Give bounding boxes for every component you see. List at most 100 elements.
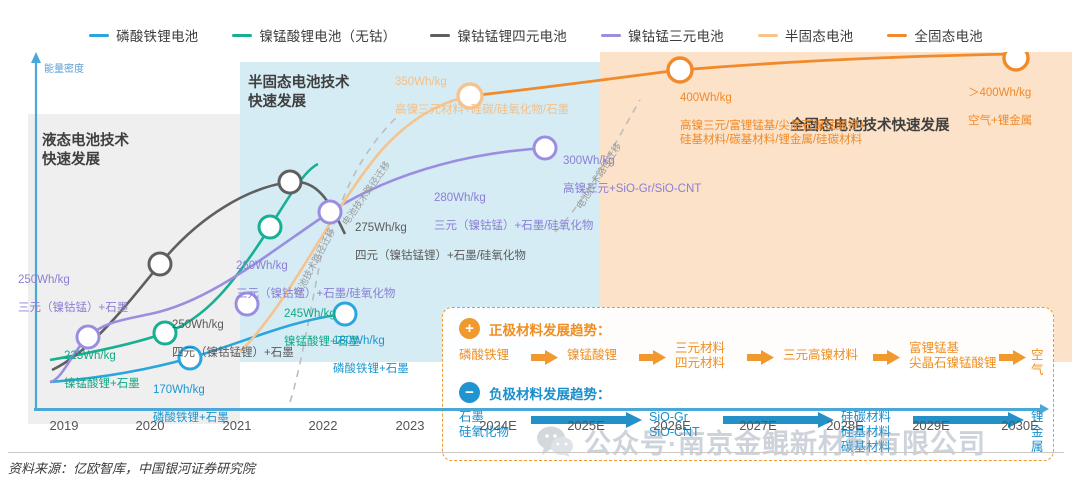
- anode-header: − 负极材料发展趋势：: [459, 382, 611, 403]
- point-label-ncm-260: 260Wh/kg 三元（镍钴锰）+石墨/硅氧化物: [236, 245, 395, 301]
- chart-curves: [31, 52, 1030, 408]
- anode-title: 负极材料发展趋势：: [489, 386, 611, 402]
- legend-swatch-lfp: [89, 33, 110, 37]
- legend-item-lfp: 磷酸铁锂电池: [89, 25, 198, 45]
- band-label-liquid: 液态电池技术 快速发展: [42, 133, 129, 168]
- legend-item-semi-solid: 半固态电池: [757, 25, 854, 45]
- legend-label-ncm: 镍钴锰三元电池: [627, 29, 724, 44]
- legend-label-quaternary: 镍钴锰锂四元电池: [457, 29, 567, 44]
- x-tick-2026E: 2026E: [653, 418, 691, 433]
- anode-step-1: 石墨 硅氧化物: [459, 410, 510, 439]
- point-desc-ncm-260: 三元（镍钴锰）+石墨/硅氧化物: [236, 288, 396, 300]
- band-label-semi-solid: 半固态电池技术 快速发展: [248, 75, 350, 110]
- x-tick-2021: 2021: [222, 418, 252, 433]
- point-desc-ncm-300: 高镍三元+SiO-Gr/SiO-CNT: [563, 183, 702, 195]
- anode-arrow-2: [723, 412, 834, 428]
- chart-plot-area: 液态电池技术 快速发展 半固态电池技术 快速发展 全固态电池技术快速发展 能量密…: [0, 52, 1072, 461]
- cathode-step-2: 镍锰酸锂: [567, 348, 618, 362]
- x-tick-2020: 2020: [135, 418, 165, 433]
- legend-item-quaternary: 镍钴锰锂四元电池: [430, 25, 567, 45]
- x-tick-2022: 2022: [308, 418, 338, 433]
- point-label-semi-350: 350Wh/kg 高镍三元材料+硅碳/硅氧化物/石墨: [395, 61, 569, 117]
- anode-step-4: 锂金属: [1031, 410, 1044, 454]
- legend-label-lnmo: 镍锰酸锂电池（无钴）: [259, 29, 397, 44]
- legend-swatch-all-solid: [887, 33, 908, 37]
- cathode-arrow-5: [999, 350, 1026, 365]
- legend-label-semi-solid: 半固态电池: [784, 29, 854, 44]
- point-label-lnmo-225: 225Wh/kg 镍锰酸锂+石墨: [64, 335, 140, 391]
- point-label-solid-400: 400Wh/kg 高镍三元/富锂锰基/尖晶石镍锰酸锂+ 硅基材料/碳基材料/锂金…: [680, 77, 866, 147]
- cathode-step-1: 磷酸铁锂: [459, 348, 510, 362]
- cathode-arrow-1: [531, 350, 558, 365]
- point-label-ncm-250: 250Wh/kg 三元（镍钴锰）+石墨: [18, 259, 128, 315]
- cathode-header: + 正极材料发展趋势：: [459, 318, 611, 339]
- legend-label-all-solid: 全固态电池: [914, 29, 983, 44]
- legend-swatch-semi-solid: [757, 33, 778, 37]
- point-desc-semi-350: 高镍三元材料+硅碳/硅氧化物/石墨: [395, 104, 570, 116]
- point-value-lfp-170: 170Wh/kg: [153, 384, 205, 396]
- point-desc-solid-400plus: 空气+锂金属: [968, 115, 1033, 127]
- point-value-ncm-300: 300Wh/kg: [563, 155, 615, 167]
- point-label-quad-250: 250Wh/kg 四元（镍钴锰锂）+石墨: [172, 304, 294, 360]
- point-value-solid-400plus: ＞400Wh/kg: [968, 87, 1032, 99]
- point-value-lfp-180: 180Wh/kg: [333, 335, 385, 347]
- cathode-step-4: 三元高镍材料: [783, 348, 859, 362]
- anode-step-2: SiO-Gr SiO-CNT: [649, 410, 700, 439]
- point-label-lfp-180: 180Wh/kg 磷酸铁锂+石墨: [333, 320, 409, 376]
- x-tick-2019: 2019: [49, 418, 79, 433]
- point-desc-solid-400: 高镍三元/富锂锰基/尖晶石镍锰酸锂+ 硅基材料/碳基材料/锂金属/硅碳材料: [680, 120, 866, 146]
- point-value-ncm-250: 250Wh/kg: [18, 274, 70, 286]
- point-label-ncm-300: 300Wh/kg 高镍三元+SiO-Gr/SiO-CNT: [563, 140, 701, 196]
- x-axis-ticks: 2019 2020 2021 2022 2023 2024E 2025E 202…: [0, 418, 1072, 438]
- point-value-quad-275: 275Wh/kg: [355, 222, 407, 234]
- point-label-quad-275: 275Wh/kg 四元（镍钴锰锂）+石墨/硅氧化物: [355, 207, 526, 263]
- point-value-semi-350: 350Wh/kg: [395, 76, 447, 88]
- point-value-ncm-260: 260Wh/kg: [236, 260, 288, 272]
- legend-label-lfp: 磷酸铁锂电池: [116, 29, 199, 44]
- x-axis-arrow-icon: [1040, 404, 1049, 414]
- plus-icon: +: [459, 318, 480, 339]
- legend-item-ncm: 镍钴锰三元电池: [600, 25, 724, 45]
- legend-swatch-quaternary: [430, 33, 451, 37]
- legend-item-all-solid: 全固态电池: [887, 25, 983, 45]
- cathode-arrow-2: [639, 350, 666, 365]
- point-value-solid-400: 400Wh/kg: [680, 92, 732, 104]
- point-value-lnmo-245: 245Wh/kg: [284, 308, 336, 320]
- cathode-title: 正极材料发展趋势：: [489, 322, 611, 338]
- point-desc-ncm-250: 三元（镍钴锰）+石墨: [18, 302, 129, 314]
- band-label-all-solid: 全固态电池技术快速发展: [790, 118, 950, 134]
- x-tick-2024E: 2024E: [479, 418, 517, 433]
- point-label-solid-400plus: ＞400Wh/kg 空气+锂金属: [968, 72, 1032, 128]
- cathode-step-3: 三元材料 四元材料: [675, 341, 726, 370]
- point-label-lfp-170: 170Wh/kg 磷酸铁锂+石墨: [153, 369, 229, 425]
- point-value-lnmo-225: 225Wh/kg: [64, 350, 116, 362]
- cathode-arrow-4: [873, 350, 900, 365]
- x-tick-2028E: 2028E: [826, 418, 864, 433]
- y-axis-label: 能量密度: [44, 64, 84, 75]
- chart-legend: 磷酸铁锂电池 镍锰酸锂电池（无钴） 镍钴锰锂四元电池 镍钴锰三元电池 半固态电池…: [0, 22, 1072, 48]
- point-desc-quad-250: 四元（镍钴锰锂）+石墨: [172, 347, 294, 359]
- point-desc-lfp-170: 磷酸铁锂+石墨: [153, 412, 229, 424]
- x-tick-2027E: 2027E: [739, 418, 777, 433]
- x-axis-line: [34, 408, 1042, 411]
- cathode-arrow-3: [747, 350, 774, 365]
- x-tick-2023: 2023: [395, 418, 425, 433]
- source-note: 资料来源：亿欧智库，中国银河证券研究院: [8, 461, 256, 476]
- anode-arrow-1: [531, 412, 642, 428]
- footer-divider: [8, 452, 1064, 453]
- point-desc-ncm-280: 三元（镍钴锰）+石墨/硅氧化物: [434, 220, 594, 232]
- legend-swatch-lnmo: [232, 33, 253, 37]
- material-trend-box: + 正极材料发展趋势： 磷酸铁锂 镍锰酸锂 三元材料 四元材料 三元高镍材料 富…: [442, 307, 1054, 461]
- minus-icon: −: [459, 382, 480, 403]
- anode-step-3: 硅碳材料 硅基材料 碳基材料: [841, 410, 892, 454]
- x-tick-2030E: 2030E: [1001, 418, 1039, 433]
- x-tick-2029E: 2029E: [912, 418, 950, 433]
- x-tick-2025E: 2025E: [567, 418, 605, 433]
- cathode-step-6: 空气: [1031, 348, 1044, 377]
- point-label-ncm-280: 280Wh/kg 三元（镍钴锰）+石墨/硅氧化物: [434, 177, 593, 233]
- point-value-ncm-280: 280Wh/kg: [434, 192, 486, 204]
- point-value-quad-250: 250Wh/kg: [172, 319, 224, 331]
- point-label-lnmo-245: 245Wh/kg 镍锰酸锂+石墨: [284, 293, 360, 349]
- point-desc-quad-275: 四元（镍钴锰锂）+石墨/硅氧化物: [355, 250, 526, 262]
- legend-swatch-ncm: [600, 33, 621, 37]
